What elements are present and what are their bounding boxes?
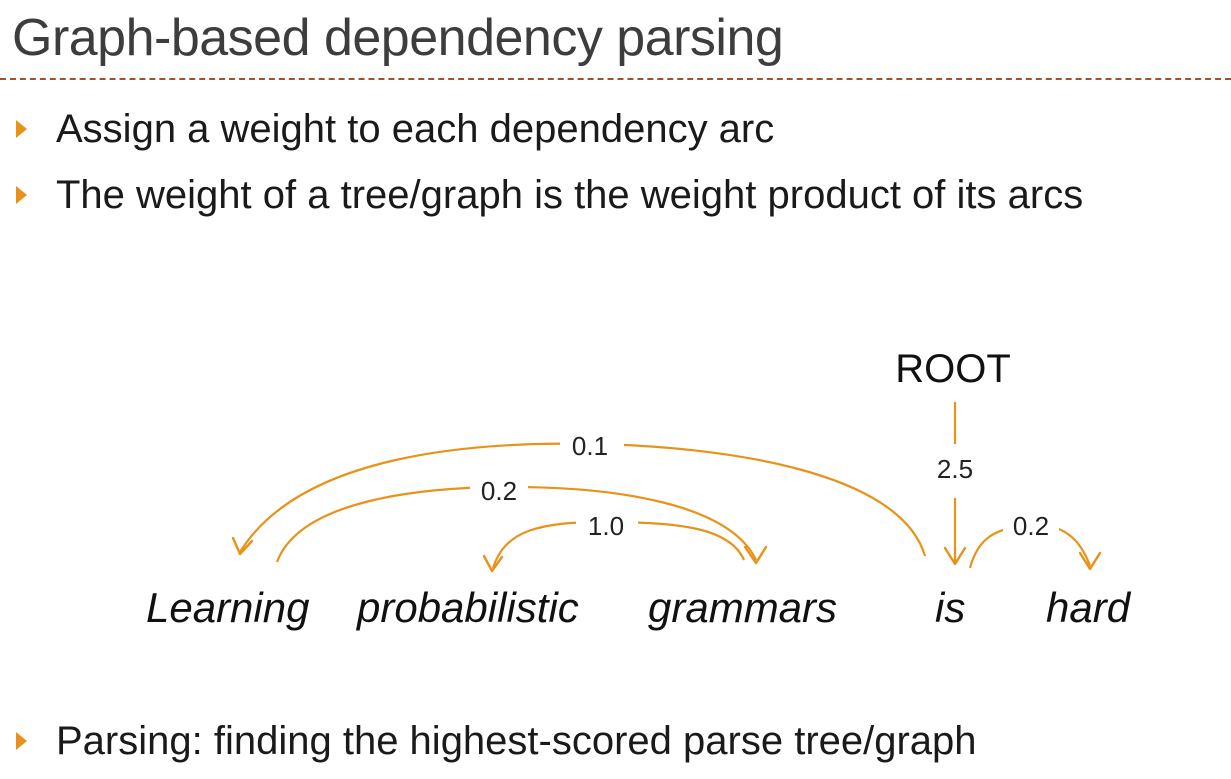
- word-token: is: [935, 584, 965, 631]
- slide-title: Graph-based dependency parsing: [12, 9, 784, 67]
- root-label: ROOT: [895, 347, 1011, 391]
- label-background: [576, 510, 638, 540]
- arrow-down-icon: [943, 546, 967, 566]
- triangle-bullet-icon: [16, 120, 27, 138]
- arrow-down-icon: [482, 554, 504, 573]
- triangle-bullet-icon: [16, 186, 27, 204]
- bullet-text: Assign a weight to each dependency arc: [56, 107, 775, 151]
- arc-weight-learning-grammars: 0.2: [481, 476, 517, 506]
- arc-weight-is-hard: 0.2: [1013, 511, 1049, 541]
- label-background: [470, 474, 528, 504]
- arrow-down-icon: [1078, 551, 1102, 571]
- word-token: hard: [1046, 584, 1132, 631]
- word-token: probabilistic: [355, 584, 579, 631]
- bullet-text: The weight of a tree/graph is the weight…: [56, 173, 1084, 217]
- arrow-down-icon: [231, 536, 254, 556]
- bullet-text: Parsing: finding the highest-scored pars…: [56, 719, 977, 763]
- title-divider: [0, 78, 1231, 80]
- label-background: [1003, 510, 1059, 540]
- arrow-down-icon: [743, 545, 768, 565]
- label-background: [560, 430, 624, 460]
- word-token: grammars: [648, 584, 837, 631]
- arc-weight-grammars-probabilistic: 1.0: [588, 511, 624, 541]
- word-token: Learning: [146, 584, 309, 631]
- arc-weight-is-learning: 0.1: [572, 431, 608, 461]
- triangle-bullet-icon: [16, 732, 27, 750]
- arc-weight-root-is: 2.5: [937, 454, 973, 484]
